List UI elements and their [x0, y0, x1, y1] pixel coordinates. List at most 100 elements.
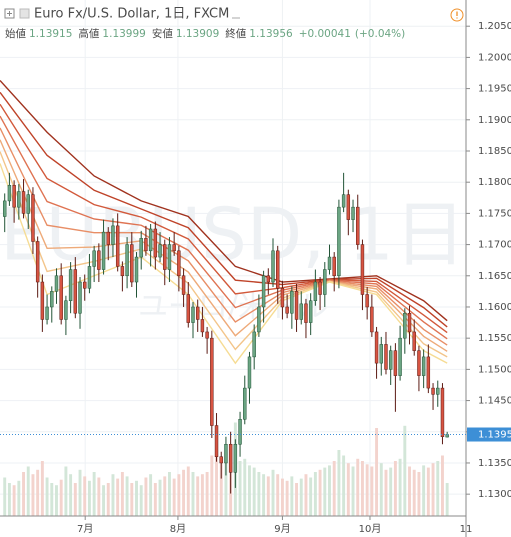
volume-bar [295, 483, 299, 516]
candle-body [172, 244, 176, 252]
volume-bar [73, 483, 77, 516]
volume-bar [64, 466, 68, 516]
candle-body [7, 185, 12, 202]
x-tick-label: 10月 [359, 523, 382, 535]
candle-body [351, 206, 355, 220]
candle-body [308, 300, 313, 323]
volume-bar [219, 463, 223, 516]
volume-bar [210, 455, 214, 516]
candle-body [92, 250, 96, 267]
candle-body [440, 387, 445, 438]
volume-bar [139, 485, 143, 516]
candle-body [379, 344, 383, 364]
candle-body [257, 306, 261, 333]
x-tick-label: 8月 [170, 523, 186, 535]
candle-body [26, 194, 30, 214]
candle-body [153, 228, 158, 258]
volume [3, 422, 449, 516]
volume-bar [3, 477, 7, 516]
legend-value: 1.13915 [29, 28, 72, 40]
candle-body [393, 350, 398, 376]
volume-bar [69, 474, 73, 516]
candle-body [191, 306, 195, 323]
y-tick-label: 1.15500 [478, 333, 511, 344]
alert-icon[interactable] [450, 8, 464, 22]
moving-average [0, 103, 448, 334]
candle-body [224, 443, 228, 464]
candle-body [134, 256, 139, 283]
collapse-icon[interactable] [4, 8, 15, 19]
y-tick-label: 1.20000 [478, 52, 511, 63]
y-tick-label: 1.16000 [478, 302, 511, 313]
candle-body [219, 456, 223, 464]
volume-bar [299, 478, 303, 516]
volume-bar [441, 455, 444, 516]
candle-body [87, 266, 92, 289]
candle-body [290, 291, 294, 314]
volume-bar [328, 465, 331, 516]
legend-label: 高値 [78, 27, 99, 40]
legend-label: 安値 [152, 27, 173, 40]
volume-bar [196, 476, 200, 516]
candle-body [337, 206, 341, 277]
volume-bar [318, 469, 322, 516]
volume-bar [167, 472, 171, 516]
volume-bar [412, 469, 416, 516]
volume-bar [262, 474, 266, 516]
candle-body [21, 191, 26, 214]
collapse-icon-plus [7, 11, 12, 16]
candle-body [261, 275, 266, 308]
change-percent: (+0.04%) [355, 28, 405, 40]
candle-body [426, 356, 431, 389]
candle-body [332, 256, 336, 277]
volume-bar [290, 476, 294, 516]
candle-body [285, 306, 289, 314]
volume-bar [426, 467, 430, 516]
volume-bar [360, 461, 364, 516]
y-tick-label: 1.13000 [478, 489, 511, 500]
candle-body [252, 331, 256, 358]
volume-bar [215, 447, 218, 516]
volume-bar [257, 472, 261, 516]
y-tick-label: 1.13500 [478, 458, 511, 469]
volume-bar [7, 483, 11, 516]
y-tick-label: 1.18000 [478, 177, 511, 188]
moving-average [0, 139, 448, 352]
volume-bar [280, 478, 284, 516]
volume-bar [12, 485, 16, 516]
candle-body [370, 306, 374, 333]
candle-body [318, 281, 322, 295]
moving-average [0, 127, 448, 346]
candle-body [384, 344, 388, 370]
volume-bar [125, 476, 129, 516]
volume-bar [238, 461, 242, 516]
candle-body [398, 337, 402, 376]
volume-bar [403, 425, 407, 516]
legend-label: 終値 [225, 27, 246, 40]
candle-body [177, 250, 181, 277]
watermark-symbol: EURUSD, 1日 [0, 193, 466, 277]
candle-body [205, 331, 209, 339]
candle-body [115, 225, 120, 267]
volume-bar [31, 474, 35, 516]
volume-bar [276, 474, 280, 516]
candle-body [238, 419, 242, 445]
candle-body [280, 288, 285, 308]
volume-bar [379, 463, 383, 516]
moving-average [0, 151, 448, 358]
volume-bar [78, 469, 82, 516]
volume-bar [191, 472, 195, 516]
candle-body [106, 231, 110, 245]
volume-bar [266, 476, 270, 516]
volume-bar [356, 458, 360, 516]
change-value: +0.00041 [299, 28, 351, 40]
candle-body [83, 281, 87, 289]
candle-body [266, 275, 271, 283]
volume-bar [200, 474, 204, 516]
candle-body [130, 244, 134, 283]
candle-body [35, 241, 40, 283]
volume-bar [252, 467, 256, 516]
volume-bar [436, 461, 440, 516]
candle-body [68, 269, 73, 301]
